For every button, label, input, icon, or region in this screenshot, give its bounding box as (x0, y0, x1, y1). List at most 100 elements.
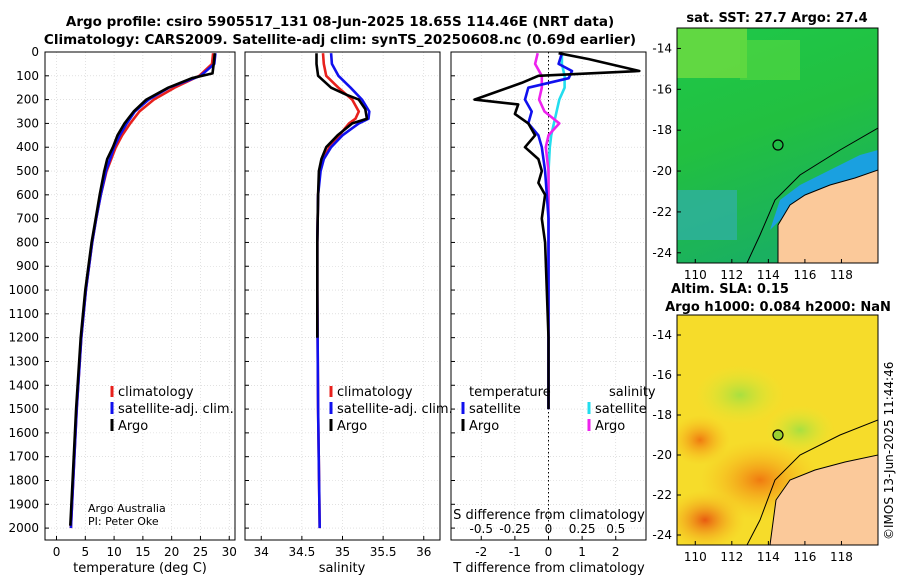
sst-map-axes: 110 112 114 116 118 -14 -16 -18 -20 -22 -24 (652, 41, 853, 282)
map-y-tick-label: -24 (652, 246, 672, 260)
credit-line-2: PI: Peter Oke (88, 515, 159, 528)
temperature-legend: climatology satellite-adj. clim. Argo (110, 385, 234, 434)
difference-xlabel: T difference from climatology (452, 561, 645, 576)
sst-argo-marker (772, 139, 784, 151)
x-tick-label: 35 (335, 545, 350, 559)
depth-axis: 0 100 200 300 400 500 600 700 800 900 1000 1100 1200… (8, 45, 39, 535)
map-x-tick-label: 116 (793, 550, 816, 564)
map-x-tick-label: 114 (757, 268, 780, 282)
s-diff-tick-label: 0.25 (569, 522, 596, 536)
s-diff-tick-label: 0.5 (606, 522, 625, 536)
map-y-tick-label: -14 (652, 41, 672, 55)
sla-map (677, 315, 878, 545)
x-tick-label: 20 (164, 545, 179, 559)
map-y-tick-label: -16 (652, 82, 672, 96)
x-tick-label: 10 (106, 545, 121, 559)
x-tick-label: 36 (416, 545, 431, 559)
depth-tick-label: 1600 (8, 426, 39, 440)
x-tick-label: -2 (475, 545, 487, 559)
sla-low-patch (695, 365, 785, 425)
sst-warm-patch (677, 28, 747, 78)
depth-tick-label: 1400 (8, 378, 39, 392)
map-x-tick-label: 110 (684, 550, 707, 564)
depth-tick-label: 0 (31, 45, 39, 59)
sst-map-title: sat. SST: 27.7 Argo: 27.4 (686, 11, 867, 26)
depth-tick-label: 1700 (8, 450, 39, 464)
x-tick-label: 34.5 (289, 545, 316, 559)
sla-land (769, 454, 878, 545)
series-line-satellite-adj (315, 53, 371, 529)
x-tick-label: 5 (81, 545, 89, 559)
x-tick-label: 35.5 (370, 545, 397, 559)
depth-tick-label: 1000 (8, 283, 39, 297)
difference-xlabel-top: S difference from climatology (453, 508, 645, 523)
map-x-tick-label: 118 (830, 550, 853, 564)
depth-tick-label: 2000 (8, 521, 39, 535)
legend-title-temperature: temperature (469, 385, 551, 400)
map-x-tick-label: 116 (793, 268, 816, 282)
x-tick-label: 25 (193, 545, 208, 559)
series-line-argo (315, 53, 369, 338)
legend-label-s-argo: Argo (595, 419, 625, 434)
sst-land (777, 169, 878, 263)
map-x-tick-label: 110 (684, 268, 707, 282)
depth-tick-label: 100 (16, 69, 39, 83)
legend-title-salinity: salinity (609, 385, 656, 400)
depth-tick-label: 400 (16, 140, 39, 154)
legend-label-satellite-adj: satellite-adj. clim. (118, 402, 234, 417)
sst-cool-patch (677, 190, 737, 240)
map-y-tick-label: -20 (652, 448, 672, 462)
sla-low-patch (765, 405, 835, 455)
depth-tick-label: 1800 (8, 473, 39, 487)
legend-label-climatology: climatology (118, 385, 194, 400)
legend-label-t-argo: Argo (469, 419, 499, 434)
x-tick-label: 30 (222, 545, 237, 559)
series-line-t-argo (473, 52, 641, 410)
depth-tick-label: 900 (16, 259, 39, 273)
depth-tick-label: 1300 (8, 354, 39, 368)
series-line-t-satellite (523, 52, 574, 410)
depth-tick-label: 1100 (8, 307, 39, 321)
temperature-panel: 0 5 10 15 20 25 30 (44, 51, 237, 559)
x-tick-label: 1 (578, 545, 586, 559)
depth-tick-label: 1500 (8, 402, 39, 416)
depth-tick-label: 1900 (8, 497, 39, 511)
x-tick-label: 0 (545, 545, 553, 559)
map-y-tick-label: -18 (652, 123, 672, 137)
depth-tick-label: 800 (16, 235, 39, 249)
title-line-2: Climatology: CARS2009. Satellite-adj cli… (44, 32, 636, 48)
sla-map-title-2: Argo h1000: 0.084 h2000: NaN (665, 300, 891, 315)
sla-argo-marker (772, 429, 784, 441)
sla-high-patch (677, 490, 745, 545)
watermark: ©IMOS 13-Jun-2025 11:44:46 (882, 362, 896, 540)
map-y-tick-label: -22 (652, 488, 672, 502)
map-x-tick-label: 112 (720, 550, 743, 564)
x-tick-label: 15 (135, 545, 150, 559)
s-diff-tick-label: -0.5 (470, 522, 493, 536)
depth-tick-label: 1200 (8, 331, 39, 345)
series-line-s-satellite (547, 53, 566, 410)
map-y-tick-label: -20 (652, 164, 672, 178)
map-y-tick-label: -18 (652, 408, 672, 422)
map-y-tick-label: -24 (652, 528, 672, 542)
map-y-tick-label: -14 (652, 328, 672, 342)
salinity-legend: climatology satellite-adj. clim. Argo (329, 385, 453, 434)
map-x-tick-label: 114 (757, 550, 780, 564)
series-line-argo (69, 53, 217, 526)
sst-bathy-contour (746, 127, 878, 263)
depth-tick-label: 600 (16, 188, 39, 202)
legend-label-s-satellite: satellite (595, 402, 647, 417)
legend-label-climatology: climatology (337, 385, 413, 400)
sla-bathy-contour (746, 419, 878, 545)
series-line-s-argo (533, 52, 561, 410)
x-tick-label: 34 (254, 545, 269, 559)
depth-tick-label: 200 (16, 93, 39, 107)
legend-label-t-satellite: satellite (469, 402, 521, 417)
depth-tick-label: 700 (16, 212, 39, 226)
x-tick-label: -1 (509, 545, 521, 559)
sst-map-frame (676, 27, 879, 264)
s-diff-tick-label: -0.25 (499, 522, 530, 536)
legend-label-argo: Argo (118, 419, 148, 434)
